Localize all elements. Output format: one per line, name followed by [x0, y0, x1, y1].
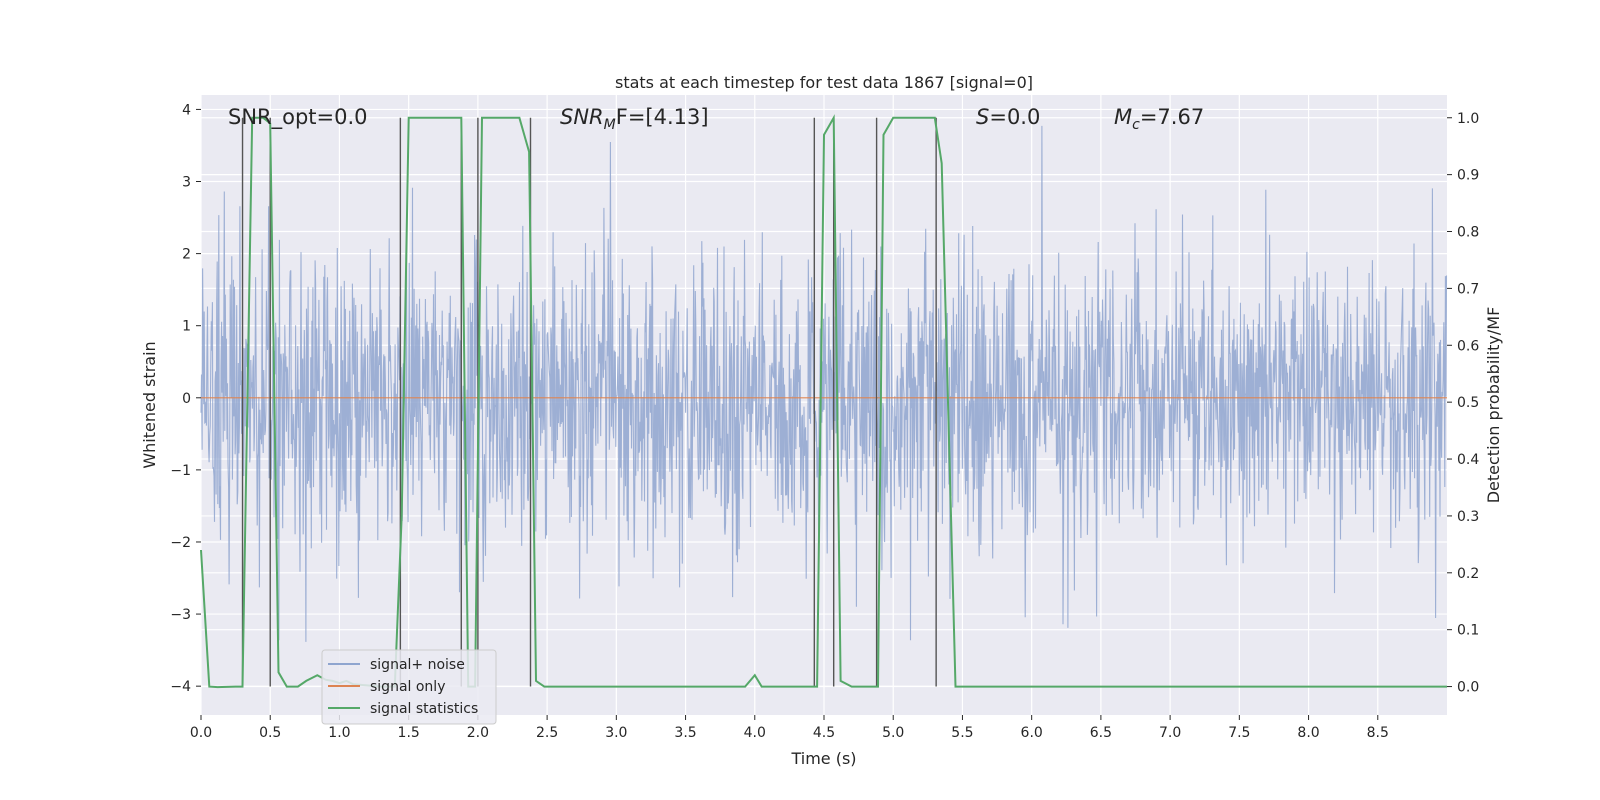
y-tick-label: 3 [182, 175, 191, 191]
x-tick-label: 4.5 [813, 725, 835, 741]
legend-label-signal-statistics: signal statistics [370, 701, 478, 717]
snr-mf-prefix: SNR [560, 105, 604, 129]
x-tick-label: 8.0 [1297, 725, 1319, 741]
right-axis-ticks: 0.0 0.1 0.2 0.3 0.4 0.5 0.6 0.7 0.8 0.9 1.0 [1447, 111, 1479, 696]
x-tick-label: 7.0 [1159, 725, 1181, 741]
x-tick-label: 3.5 [674, 725, 696, 741]
y-tick-label: −4 [170, 679, 191, 695]
legend-label-signal-only: signal only [370, 679, 445, 695]
x-tick-label: 0.0 [190, 725, 212, 741]
s-value: =0.0 [989, 105, 1040, 129]
right-tick-label: 0.1 [1457, 623, 1479, 639]
snr-mf-value: F=[4.13] [616, 105, 709, 129]
x-tick-label: 1.0 [328, 725, 350, 741]
right-axis-label: Detection probability/MF [1484, 307, 1503, 504]
y-tick-label: −2 [170, 535, 191, 551]
x-axis-label: Time (s) [790, 749, 856, 768]
right-tick-label: 0.2 [1457, 566, 1479, 582]
mc-subscript: c [1132, 117, 1140, 133]
right-tick-label: 0.7 [1457, 281, 1479, 297]
x-tick-label: 6.5 [1090, 725, 1112, 741]
snr-mf-subscript: M [604, 117, 616, 133]
legend-box [321, 649, 497, 725]
x-tick-label: 8.5 [1367, 725, 1389, 741]
x-tick-label: 6.0 [1021, 725, 1043, 741]
legend: signal+ noise signal only signal statist… [321, 649, 497, 725]
right-tick-label: 0.3 [1457, 509, 1479, 525]
y-tick-label: 1 [182, 319, 191, 335]
y-axis-ticks: −4 −3 −2 −1 0 1 2 3 4 [170, 102, 201, 695]
mc-annotation: Mc=7.67 [1114, 105, 1204, 133]
legend-label-signal-noise: signal+ noise [370, 657, 465, 673]
x-tick-label: 1.5 [398, 725, 420, 741]
y-tick-label: 0 [182, 391, 191, 407]
x-axis-ticks: 0.0 0.5 1.0 1.5 2.0 2.5 3.0 3.5 4.0 4.5 5.0 5.5 6.0 6… [190, 715, 1389, 741]
right-tick-label: 1.0 [1457, 111, 1479, 127]
x-tick-label: 4.0 [744, 725, 766, 741]
s-label: S [976, 105, 989, 129]
mc-value: =7.67 [1140, 105, 1204, 129]
signal-statistics-series [200, 114, 1447, 689]
snr-mf-annotation: SNRMF=[4.13] [560, 105, 709, 133]
y-tick-label: 2 [182, 247, 191, 263]
signal-statistics-line [200, 114, 1447, 689]
x-tick-label: 3.0 [605, 725, 627, 741]
y-tick-label: 4 [182, 102, 191, 118]
right-tick-label: 0.4 [1457, 452, 1479, 468]
x-tick-label: 2.5 [536, 725, 558, 741]
x-tick-label: 2.0 [467, 725, 489, 741]
y-tick-label: −3 [170, 607, 191, 623]
y-tick-label: −1 [170, 463, 191, 479]
right-tick-label: 0.8 [1457, 225, 1479, 241]
right-tick-label: 0.0 [1457, 680, 1479, 696]
x-tick-label: 5.5 [951, 725, 973, 741]
s-annotation: S=0.0 [976, 105, 1040, 129]
right-tick-label: 0.6 [1457, 338, 1479, 354]
x-tick-label: 7.5 [1228, 725, 1250, 741]
chart-title: stats at each timestep for test data 186… [615, 73, 1033, 92]
snr-opt-annotation: SNR_opt=0.0 [228, 105, 368, 130]
mc-label: M [1114, 105, 1132, 129]
x-tick-label: 5.0 [882, 725, 904, 741]
right-tick-label: 0.9 [1457, 168, 1479, 184]
x-tick-label: 0.5 [259, 725, 281, 741]
right-tick-label: 0.5 [1457, 395, 1479, 411]
y-axis-label: Whitened strain [140, 341, 159, 468]
